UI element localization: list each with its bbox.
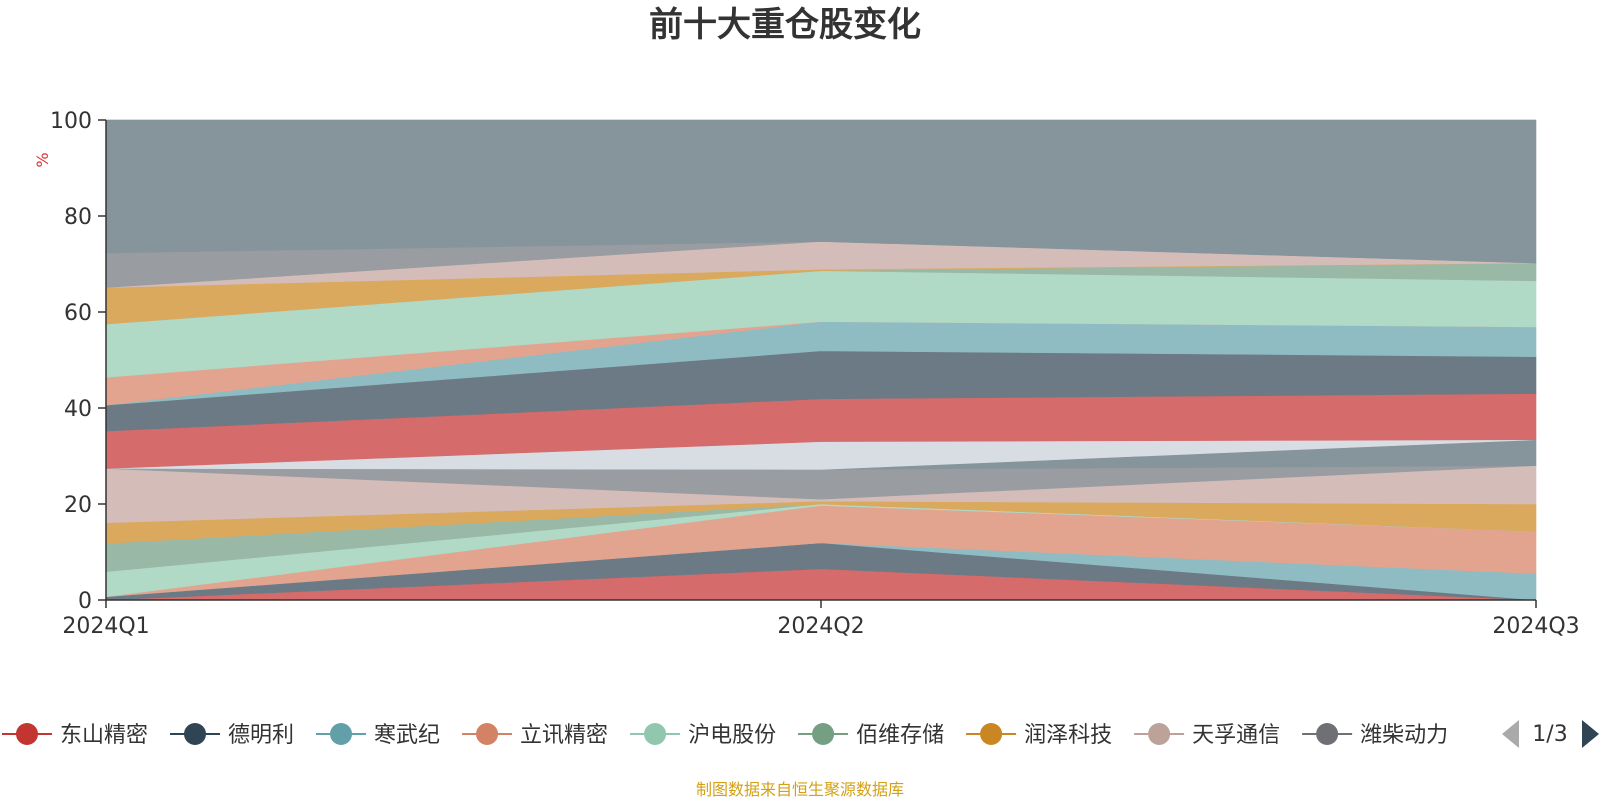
y-tick-label: 100: [50, 109, 92, 134]
y-tick-label: 80: [64, 205, 92, 230]
legend-item[interactable]: 潍柴动力: [1302, 723, 1448, 748]
legend-item[interactable]: 德明利: [170, 723, 294, 748]
y-tick-label: 0: [78, 589, 92, 614]
legend-label: 潍柴动力: [1360, 723, 1448, 748]
legend-label: 寒武纪: [374, 723, 440, 748]
legend-circle-marker: [330, 723, 353, 745]
legend-item[interactable]: 天孚通信: [1134, 723, 1280, 748]
legend-items: 东山精密 德明利 寒武纪 立讯精密 沪电股份 佰维存储 润泽科技 天孚通信 潍柴动力: [2, 723, 1448, 748]
legend-circle-marker: [980, 723, 1003, 745]
legend-next-page-icon[interactable]: [1582, 720, 1599, 748]
legend-label: 德明利: [228, 723, 294, 748]
legend-label: 东山精密: [60, 723, 148, 748]
data-source-note: 制图数据来自恒生聚源数据库: [696, 780, 904, 799]
area-series-group: [105, 119, 1537, 601]
legend-label: 佰维存储: [856, 723, 944, 748]
area-band-21: [105, 119, 1537, 264]
legend-circle-marker: [1316, 723, 1339, 745]
chart-title: 前十大重仓股变化: [649, 5, 921, 45]
y-tick-label: 40: [64, 397, 92, 422]
legend-circle-marker: [476, 723, 499, 745]
x-tick-label: 2024Q2: [777, 614, 864, 639]
legend-item[interactable]: 沪电股份: [630, 723, 776, 748]
legend-item[interactable]: 东山精密: [2, 723, 148, 748]
legend: 东山精密 德明利 寒武纪 立讯精密 沪电股份 佰维存储 润泽科技 天孚通信 潍柴动力: [2, 723, 1448, 748]
legend-circle-marker: [1148, 723, 1171, 745]
x-tick-label: 2024Q1: [62, 614, 149, 639]
legend-item[interactable]: 润泽科技: [966, 723, 1112, 748]
legend-pager: 1/3: [1502, 720, 1599, 748]
legend-label: 沪电股份: [688, 723, 776, 748]
legend-prev-page-icon[interactable]: [1502, 720, 1519, 748]
axes: 0 20 40 60 80 100 2024Q1 2024Q2 2024Q3: [50, 109, 1580, 639]
y-axis-unit-label: %: [33, 152, 52, 167]
y-tick-label: 20: [64, 493, 92, 518]
legend-circle-marker: [644, 723, 667, 745]
legend-page-indicator: 1/3: [1532, 722, 1567, 747]
legend-circle-marker: [184, 723, 207, 745]
legend-circle-marker: [812, 723, 835, 745]
legend-label: 天孚通信: [1192, 723, 1280, 748]
legend-item[interactable]: 立讯精密: [462, 723, 608, 748]
legend-label: 立讯精密: [520, 723, 608, 748]
legend-circle-marker: [16, 723, 38, 745]
legend-item[interactable]: 寒武纪: [316, 723, 440, 748]
legend-item[interactable]: 佰维存储: [798, 723, 944, 748]
legend-label: 润泽科技: [1024, 723, 1112, 748]
y-tick-label: 60: [64, 301, 92, 326]
x-tick-label: 2024Q3: [1492, 614, 1579, 639]
